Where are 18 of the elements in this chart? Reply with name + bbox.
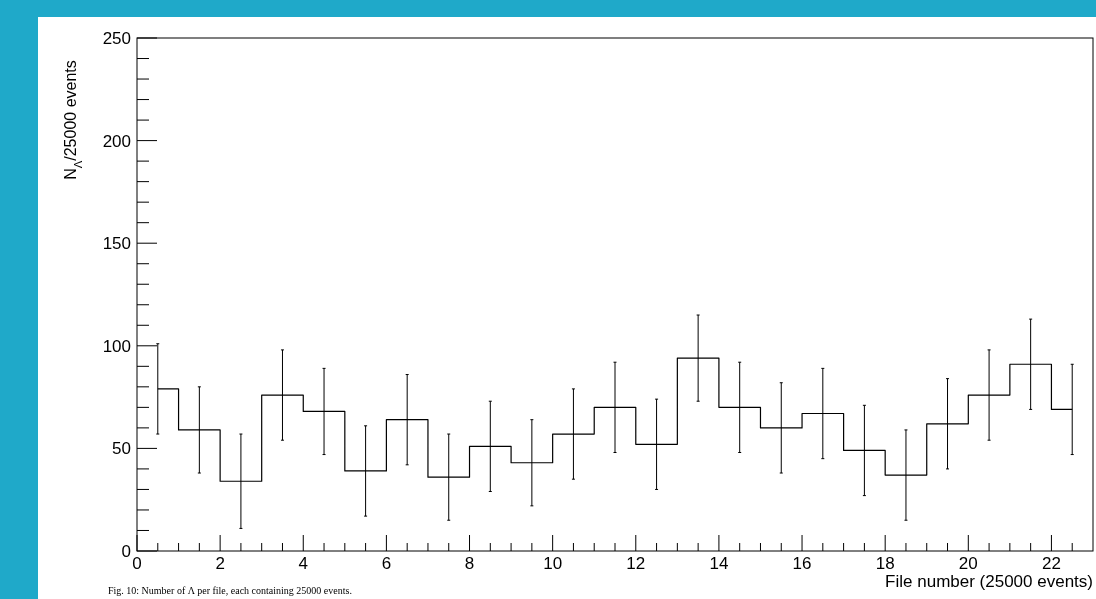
x-tick-label: 6: [381, 554, 392, 573]
x-tick-label: 16: [792, 554, 812, 573]
y-tick-label: 100: [102, 336, 131, 356]
x-tick-label: 10: [543, 554, 563, 573]
x-tick-label: 20: [958, 554, 978, 573]
y-tick-label: 150: [102, 234, 131, 254]
x-tick-label: 14: [709, 554, 729, 573]
x-tick-label: 8: [464, 554, 475, 573]
y-tick-label: 250: [102, 28, 131, 48]
x-tick-label: 18: [875, 554, 895, 573]
caption: Fig. 10: Number of Λ per file, each containing 25000 events.: [108, 585, 352, 596]
x-tick-label: 22: [1041, 554, 1061, 573]
x-axis-title: File number (25000 events): [885, 572, 1093, 591]
x-tick-label: 2: [215, 554, 225, 573]
x-tick-label: 4: [298, 554, 308, 573]
y-tick-label: 200: [102, 131, 131, 151]
y-tick-label: 50: [112, 439, 131, 459]
x-tick-label: 12: [626, 554, 646, 573]
